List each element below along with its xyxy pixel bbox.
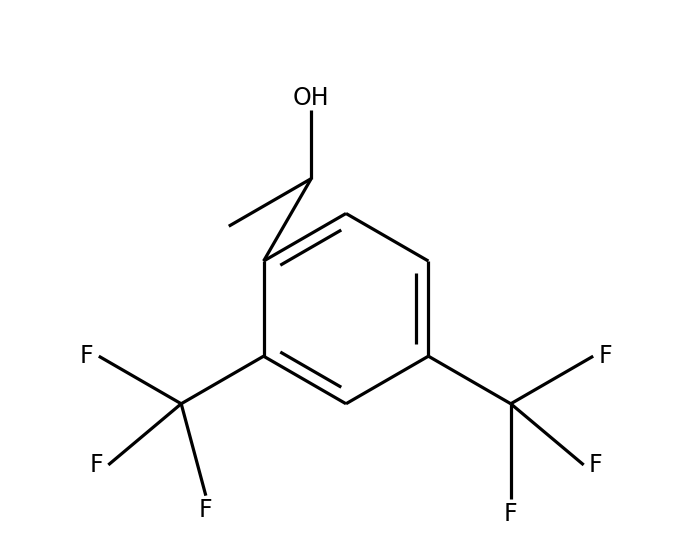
Text: F: F [599,344,612,368]
Text: OH: OH [293,86,329,110]
Text: F: F [199,498,212,522]
Text: F: F [504,502,518,526]
Text: F: F [89,453,103,477]
Text: F: F [80,344,93,368]
Text: F: F [589,453,603,477]
